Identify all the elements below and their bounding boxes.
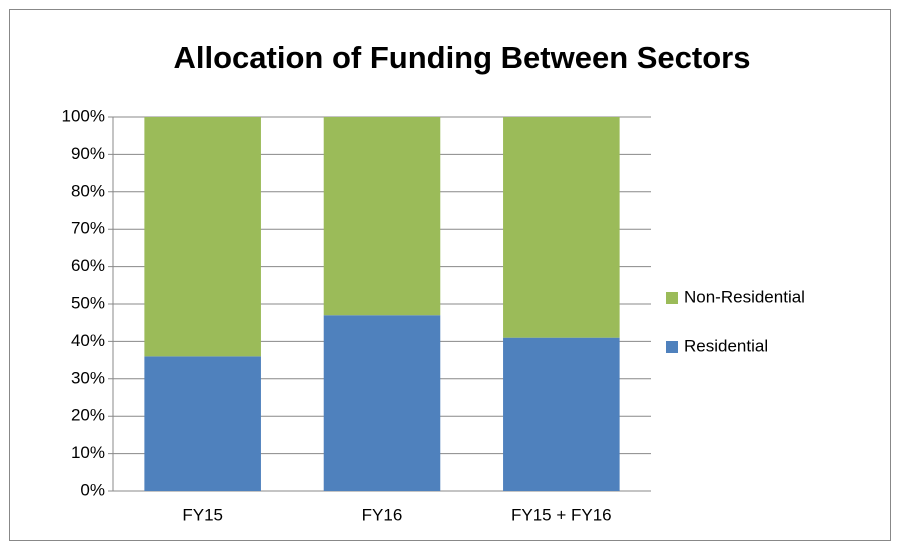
- y-tick-label: 40%: [71, 331, 105, 350]
- chart-title: Allocation of Funding Between Sectors: [174, 40, 751, 75]
- y-tick-label: 90%: [71, 144, 105, 163]
- x-tick-label: FY15: [182, 505, 223, 524]
- x-tick-label: FY16: [362, 505, 403, 524]
- legend-swatch: [666, 341, 678, 353]
- bar-segment: [144, 356, 261, 491]
- legend-label: Residential: [684, 336, 768, 355]
- y-tick-label: 0%: [80, 480, 105, 499]
- bar-segment: [144, 117, 261, 357]
- y-tick-label: 30%: [71, 368, 105, 387]
- y-tick-label: 60%: [71, 256, 105, 275]
- legend-label: Non-Residential: [684, 287, 805, 306]
- y-tick-label: 20%: [71, 406, 105, 425]
- x-tick-label: FY15 + FY16: [511, 505, 612, 524]
- y-tick-label: 50%: [71, 293, 105, 312]
- bar-segment: [323, 117, 441, 316]
- y-tick-label: 10%: [71, 443, 105, 462]
- y-tick-label: 100%: [62, 106, 105, 125]
- y-tick-label: 70%: [71, 219, 105, 238]
- chart-border: [9, 9, 891, 541]
- y-tick-label: 80%: [71, 181, 105, 200]
- bar-segment: [323, 315, 441, 491]
- legend-swatch: [666, 292, 678, 304]
- bar-segment: [503, 337, 620, 491]
- bar-segment: [503, 117, 620, 338]
